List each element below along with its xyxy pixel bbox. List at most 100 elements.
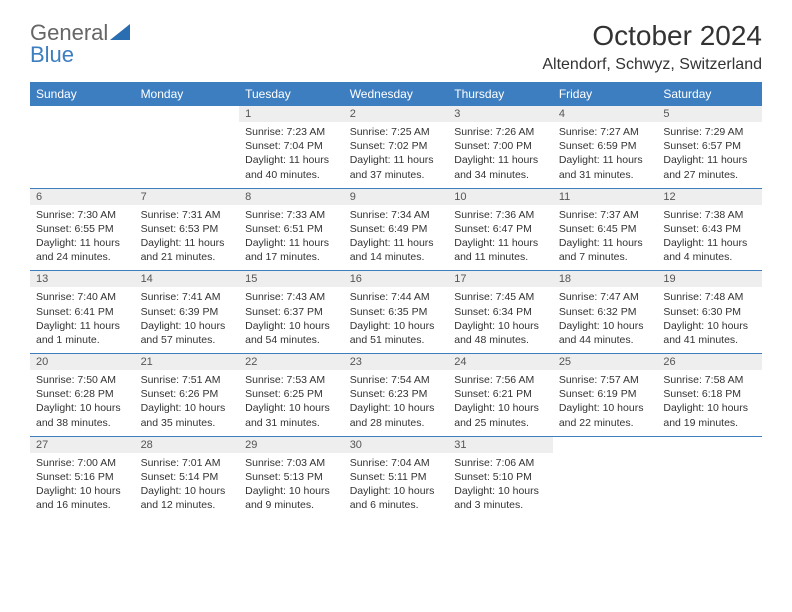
day-content-cell	[135, 122, 240, 188]
sunrise-text: Sunrise: 7:58 AM	[663, 373, 756, 387]
sunset-text: Sunset: 6:43 PM	[663, 222, 756, 236]
day-number-cell: 13	[30, 271, 135, 288]
daylight-text: Daylight: 11 hours and 17 minutes.	[245, 236, 338, 264]
day-content-row: Sunrise: 7:00 AMSunset: 5:16 PMDaylight:…	[30, 453, 762, 519]
day-content-cell: Sunrise: 7:58 AMSunset: 6:18 PMDaylight:…	[657, 370, 762, 436]
page-header: General October 2024 Altendorf, Schwyz, …	[30, 20, 762, 74]
sunset-text: Sunset: 6:25 PM	[245, 387, 338, 401]
sunrise-text: Sunrise: 7:31 AM	[141, 208, 234, 222]
day-number-cell: 25	[553, 354, 658, 371]
day-number-cell: 10	[448, 188, 553, 205]
weekday-header-row: SundayMondayTuesdayWednesdayThursdayFrid…	[30, 83, 762, 106]
sunset-text: Sunset: 5:14 PM	[141, 470, 234, 484]
day-content-cell: Sunrise: 7:33 AMSunset: 6:51 PMDaylight:…	[239, 205, 344, 271]
sunset-text: Sunset: 7:00 PM	[454, 139, 547, 153]
sunset-text: Sunset: 6:26 PM	[141, 387, 234, 401]
sunset-text: Sunset: 6:21 PM	[454, 387, 547, 401]
day-number-row: 12345	[30, 106, 762, 123]
day-content-cell: Sunrise: 7:38 AMSunset: 6:43 PMDaylight:…	[657, 205, 762, 271]
sunrise-text: Sunrise: 7:41 AM	[141, 290, 234, 304]
sunset-text: Sunset: 6:39 PM	[141, 305, 234, 319]
sunset-text: Sunset: 6:47 PM	[454, 222, 547, 236]
daylight-text: Daylight: 10 hours and 3 minutes.	[454, 484, 547, 512]
sunset-text: Sunset: 6:53 PM	[141, 222, 234, 236]
sunrise-text: Sunrise: 7:44 AM	[350, 290, 443, 304]
sunrise-text: Sunrise: 7:33 AM	[245, 208, 338, 222]
day-number-cell	[657, 436, 762, 453]
day-number-cell: 3	[448, 106, 553, 123]
day-number-row: 20212223242526	[30, 354, 762, 371]
daylight-text: Daylight: 10 hours and 44 minutes.	[559, 319, 652, 347]
daylight-text: Daylight: 11 hours and 14 minutes.	[350, 236, 443, 264]
sunrise-text: Sunrise: 7:01 AM	[141, 456, 234, 470]
day-content-cell: Sunrise: 7:43 AMSunset: 6:37 PMDaylight:…	[239, 287, 344, 353]
location-text: Altendorf, Schwyz, Switzerland	[542, 56, 762, 74]
sunset-text: Sunset: 6:51 PM	[245, 222, 338, 236]
day-number-cell: 27	[30, 436, 135, 453]
daylight-text: Daylight: 11 hours and 31 minutes.	[559, 153, 652, 181]
sunset-text: Sunset: 6:55 PM	[36, 222, 129, 236]
sunrise-text: Sunrise: 7:57 AM	[559, 373, 652, 387]
weekday-header: Saturday	[657, 83, 762, 106]
weekday-header: Monday	[135, 83, 240, 106]
sunrise-text: Sunrise: 7:34 AM	[350, 208, 443, 222]
daylight-text: Daylight: 10 hours and 54 minutes.	[245, 319, 338, 347]
sunset-text: Sunset: 6:32 PM	[559, 305, 652, 319]
day-number-cell: 20	[30, 354, 135, 371]
day-content-cell	[657, 453, 762, 519]
day-number-cell	[30, 106, 135, 123]
weekday-header: Friday	[553, 83, 658, 106]
daylight-text: Daylight: 10 hours and 9 minutes.	[245, 484, 338, 512]
sunrise-text: Sunrise: 7:27 AM	[559, 125, 652, 139]
daylight-text: Daylight: 10 hours and 41 minutes.	[663, 319, 756, 347]
sunset-text: Sunset: 5:10 PM	[454, 470, 547, 484]
sunrise-text: Sunrise: 7:48 AM	[663, 290, 756, 304]
sunset-text: Sunset: 6:35 PM	[350, 305, 443, 319]
day-content-cell: Sunrise: 7:47 AMSunset: 6:32 PMDaylight:…	[553, 287, 658, 353]
daylight-text: Daylight: 10 hours and 31 minutes.	[245, 401, 338, 429]
sunrise-text: Sunrise: 7:00 AM	[36, 456, 129, 470]
day-content-cell: Sunrise: 7:40 AMSunset: 6:41 PMDaylight:…	[30, 287, 135, 353]
sunrise-text: Sunrise: 7:53 AM	[245, 373, 338, 387]
daylight-text: Daylight: 10 hours and 22 minutes.	[559, 401, 652, 429]
sunrise-text: Sunrise: 7:40 AM	[36, 290, 129, 304]
calendar-page: General October 2024 Altendorf, Schwyz, …	[0, 0, 792, 528]
day-content-cell: Sunrise: 7:26 AMSunset: 7:00 PMDaylight:…	[448, 122, 553, 188]
day-number-cell: 19	[657, 271, 762, 288]
sunrise-text: Sunrise: 7:45 AM	[454, 290, 547, 304]
title-block: October 2024 Altendorf, Schwyz, Switzerl…	[542, 20, 762, 74]
daylight-text: Daylight: 11 hours and 27 minutes.	[663, 153, 756, 181]
day-content-cell: Sunrise: 7:37 AMSunset: 6:45 PMDaylight:…	[553, 205, 658, 271]
sunset-text: Sunset: 6:49 PM	[350, 222, 443, 236]
sunrise-text: Sunrise: 7:43 AM	[245, 290, 338, 304]
day-number-cell: 6	[30, 188, 135, 205]
day-content-cell: Sunrise: 7:25 AMSunset: 7:02 PMDaylight:…	[344, 122, 449, 188]
day-content-cell: Sunrise: 7:23 AMSunset: 7:04 PMDaylight:…	[239, 122, 344, 188]
sunset-text: Sunset: 5:16 PM	[36, 470, 129, 484]
sunset-text: Sunset: 6:23 PM	[350, 387, 443, 401]
sunrise-text: Sunrise: 7:51 AM	[141, 373, 234, 387]
daylight-text: Daylight: 10 hours and 12 minutes.	[141, 484, 234, 512]
day-content-cell: Sunrise: 7:41 AMSunset: 6:39 PMDaylight:…	[135, 287, 240, 353]
day-content-cell: Sunrise: 7:29 AMSunset: 6:57 PMDaylight:…	[657, 122, 762, 188]
daylight-text: Daylight: 11 hours and 37 minutes.	[350, 153, 443, 181]
sunset-text: Sunset: 6:45 PM	[559, 222, 652, 236]
daylight-text: Daylight: 10 hours and 48 minutes.	[454, 319, 547, 347]
day-content-cell: Sunrise: 7:50 AMSunset: 6:28 PMDaylight:…	[30, 370, 135, 436]
daylight-text: Daylight: 10 hours and 16 minutes.	[36, 484, 129, 512]
sunset-text: Sunset: 6:19 PM	[559, 387, 652, 401]
day-content-cell: Sunrise: 7:54 AMSunset: 6:23 PMDaylight:…	[344, 370, 449, 436]
logo-triangle-icon	[110, 20, 130, 46]
day-content-cell	[30, 122, 135, 188]
day-number-cell: 29	[239, 436, 344, 453]
sunrise-text: Sunrise: 7:23 AM	[245, 125, 338, 139]
day-content-cell: Sunrise: 7:51 AMSunset: 6:26 PMDaylight:…	[135, 370, 240, 436]
day-content-cell: Sunrise: 7:34 AMSunset: 6:49 PMDaylight:…	[344, 205, 449, 271]
month-title: October 2024	[542, 20, 762, 52]
day-number-cell: 30	[344, 436, 449, 453]
sunrise-text: Sunrise: 7:04 AM	[350, 456, 443, 470]
sunrise-text: Sunrise: 7:50 AM	[36, 373, 129, 387]
sunrise-text: Sunrise: 7:56 AM	[454, 373, 547, 387]
sunrise-text: Sunrise: 7:47 AM	[559, 290, 652, 304]
day-content-cell: Sunrise: 7:06 AMSunset: 5:10 PMDaylight:…	[448, 453, 553, 519]
